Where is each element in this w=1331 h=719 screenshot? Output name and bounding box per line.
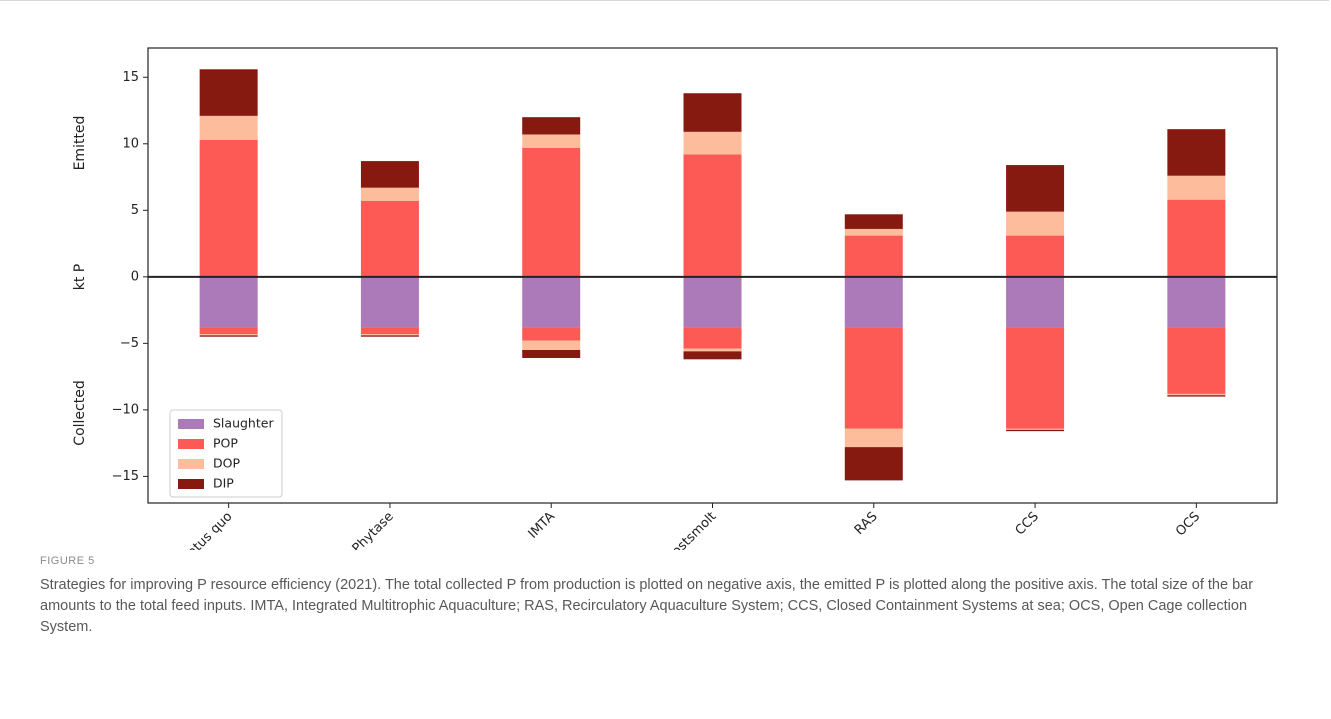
bar-collected-dip bbox=[1006, 429, 1065, 432]
bar-emitted-dop bbox=[683, 131, 742, 155]
bar-collected-dip bbox=[1167, 395, 1226, 397]
bar-emitted-pop bbox=[1006, 235, 1065, 277]
legend-swatch-dop bbox=[178, 459, 204, 469]
bar-collected-pop bbox=[1167, 327, 1226, 394]
legend: Slaughter POP DOP DIP bbox=[169, 409, 283, 498]
top-divider bbox=[0, 0, 1329, 1]
bar-emitted-pop bbox=[360, 200, 419, 277]
bar-collected-dip bbox=[360, 335, 419, 337]
bar-emitted-pop bbox=[683, 154, 742, 277]
bar-collected-pop bbox=[199, 327, 258, 335]
x-tick-label: RAS bbox=[852, 509, 881, 538]
bar-emitted-pop bbox=[844, 235, 903, 277]
bar-collected-dip bbox=[522, 350, 581, 358]
bar-collected-dop bbox=[1167, 393, 1226, 396]
bar-collected-slaughter bbox=[199, 276, 258, 328]
figure-caption-text: Strategies for improving P resource effi… bbox=[40, 577, 1254, 635]
y-axis-label-collected: Collected bbox=[72, 380, 88, 445]
x-tick-label: OCS bbox=[1173, 509, 1203, 539]
x-tick-label: Postsmolt bbox=[664, 509, 719, 550]
x-tick-label: Status quo bbox=[175, 509, 235, 550]
bar-collected-pop bbox=[1006, 327, 1065, 429]
legend-label-dop: DOP bbox=[213, 456, 240, 471]
stacked-bar-chart: Status quo Phytase IMTA Postsmolt RAS CCS OCS −… bbox=[72, 47, 1278, 550]
bar-emitted-dip bbox=[360, 161, 419, 188]
legend-label-dip: DIP bbox=[213, 476, 234, 491]
legend-swatch-pop bbox=[178, 439, 204, 449]
y-tick-label: 0 bbox=[131, 269, 139, 284]
bar-emitted-dip bbox=[522, 117, 581, 135]
figure-label: FIGURE 5 bbox=[40, 555, 95, 567]
bar-emitted-dop bbox=[1167, 175, 1226, 200]
legend-swatch-slaughter bbox=[178, 419, 204, 429]
bar-collected-dip bbox=[199, 335, 258, 337]
bar-collected-slaughter bbox=[1006, 276, 1065, 328]
bar-collected-dop bbox=[1006, 428, 1065, 430]
bar-collected-dop bbox=[683, 348, 742, 352]
bar-emitted-dop bbox=[199, 115, 258, 140]
legend-label-slaughter: Slaughter bbox=[213, 416, 274, 431]
bar-collected-slaughter bbox=[522, 276, 581, 328]
bar-emitted-dip bbox=[683, 93, 742, 132]
y-tick-label: −5 bbox=[120, 336, 139, 351]
legend-label-pop: POP bbox=[213, 436, 238, 451]
bar-collected-slaughter bbox=[1167, 276, 1226, 328]
bar-collected-dop bbox=[199, 334, 258, 336]
bar-collected-slaughter bbox=[683, 276, 742, 328]
bar-emitted-pop bbox=[199, 139, 258, 277]
y-tick-label: 5 bbox=[131, 203, 139, 218]
plot-frame bbox=[147, 47, 1278, 504]
bar-collected-pop bbox=[683, 327, 742, 349]
bar-collected-pop bbox=[522, 327, 581, 341]
x-tick-label: CCS bbox=[1013, 509, 1042, 538]
bar-collected-dop bbox=[844, 428, 903, 448]
bar-emitted-dop bbox=[844, 228, 903, 236]
y-axis-label-emitted: Emitted bbox=[72, 116, 88, 171]
y-tick-label: −10 bbox=[112, 402, 139, 417]
y-tick-label: 15 bbox=[122, 70, 139, 85]
y-tick-label: −15 bbox=[112, 469, 139, 484]
bar-emitted-dip bbox=[1167, 129, 1226, 176]
bar-emitted-dip bbox=[199, 69, 258, 116]
y-axis-label: kt P bbox=[72, 264, 88, 291]
bar-emitted-dop bbox=[360, 187, 419, 201]
y-tick-label: 10 bbox=[122, 136, 139, 151]
bar-emitted-pop bbox=[522, 147, 581, 277]
legend-swatch-dip bbox=[178, 479, 204, 489]
x-tick-label: IMTA bbox=[526, 509, 559, 542]
bar-collected-dop bbox=[522, 340, 581, 351]
bar-collected-dip bbox=[844, 447, 903, 481]
bar-collected-pop bbox=[844, 327, 903, 429]
bar-collected-slaughter bbox=[360, 276, 419, 328]
bar-emitted-dip bbox=[844, 214, 903, 229]
legend-box bbox=[169, 409, 283, 498]
bar-collected-dop bbox=[360, 334, 419, 336]
bar-emitted-dip bbox=[1006, 165, 1065, 212]
bar-emitted-dop bbox=[522, 134, 581, 148]
x-tick-label: Phytase bbox=[350, 509, 397, 550]
figure-caption: FIGURE 5 Strategies for improving P reso… bbox=[40, 555, 1300, 638]
bar-collected-pop bbox=[360, 327, 419, 335]
bar-collected-dip bbox=[683, 351, 742, 360]
bar-collected-slaughter bbox=[844, 276, 903, 328]
bar-emitted-pop bbox=[1167, 199, 1226, 277]
bar-emitted-dop bbox=[1006, 211, 1065, 236]
